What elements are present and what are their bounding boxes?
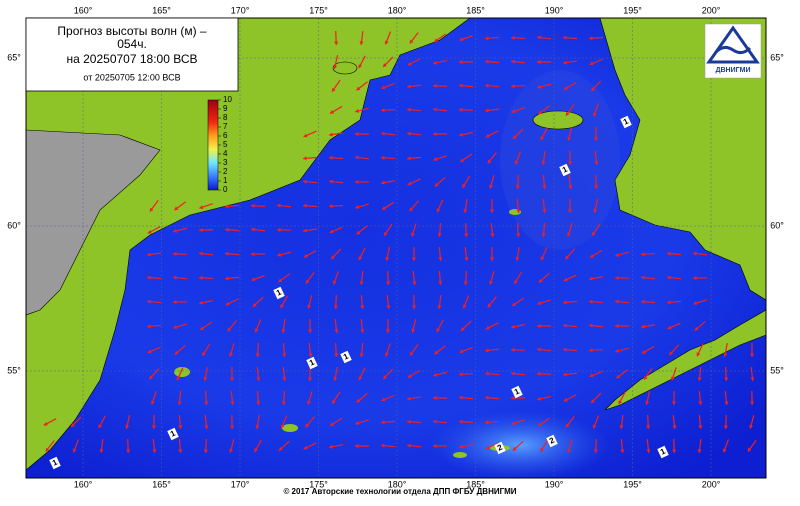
colorbar-label: 10 [223, 95, 232, 104]
colorbar-label: 4 [223, 149, 228, 158]
lon-label-bottom: 170° [231, 479, 250, 489]
lat-label-right: 60° [770, 220, 784, 230]
colorbar-label: 7 [223, 122, 228, 131]
title: Прогноз высоты волн (м) – [57, 24, 207, 38]
colorbar [208, 100, 218, 190]
lon-label-top: 195° [623, 5, 642, 15]
colorbar-label: 2 [223, 167, 228, 176]
colorbar-label: 6 [223, 131, 228, 140]
colorbar-label: 1 [223, 176, 228, 185]
lon-label-top: 165° [152, 5, 171, 15]
colorbar-label: 8 [223, 113, 228, 122]
colorbar-label: 9 [223, 104, 228, 113]
lon-label-bottom: 190° [545, 479, 564, 489]
lon-label-bottom: 160° [74, 479, 93, 489]
lon-label-bottom: 165° [152, 479, 171, 489]
island [453, 452, 467, 458]
lon-label-top: 180° [388, 5, 407, 15]
lon-label-bottom: 200° [702, 479, 721, 489]
valid-time: на 20250707 18:00 ВСВ [67, 52, 198, 66]
wave-zone [430, 410, 610, 480]
lon-label-top: 200° [702, 5, 721, 15]
island [282, 424, 298, 432]
island [333, 62, 357, 74]
footer: © 2017 Авторские технологии отдела ДПП Ф… [283, 487, 516, 496]
colorbar-label: 5 [223, 140, 228, 149]
lon-label-bottom: 195° [623, 479, 642, 489]
colorbar-label: 3 [223, 158, 228, 167]
lat-label-right: 65° [770, 52, 784, 62]
lat-label-left: 60° [7, 220, 21, 230]
lon-label-top: 185° [466, 5, 485, 15]
lon-label-top: 175° [309, 5, 328, 15]
lon-label-top: 170° [231, 5, 250, 15]
lon-label-top: 190° [545, 5, 564, 15]
colorbar-label: 0 [223, 185, 228, 194]
lon-label-top: 160° [74, 5, 93, 15]
lat-label-left: 65° [7, 52, 21, 62]
lat-label-left: 55° [7, 365, 21, 375]
title: 054ч. [117, 37, 147, 51]
issued-time: от 20250705 12:00 ВСВ [83, 72, 180, 82]
lat-label-right: 55° [770, 365, 784, 375]
logo-text: ДВНИГМИ [716, 67, 751, 74]
